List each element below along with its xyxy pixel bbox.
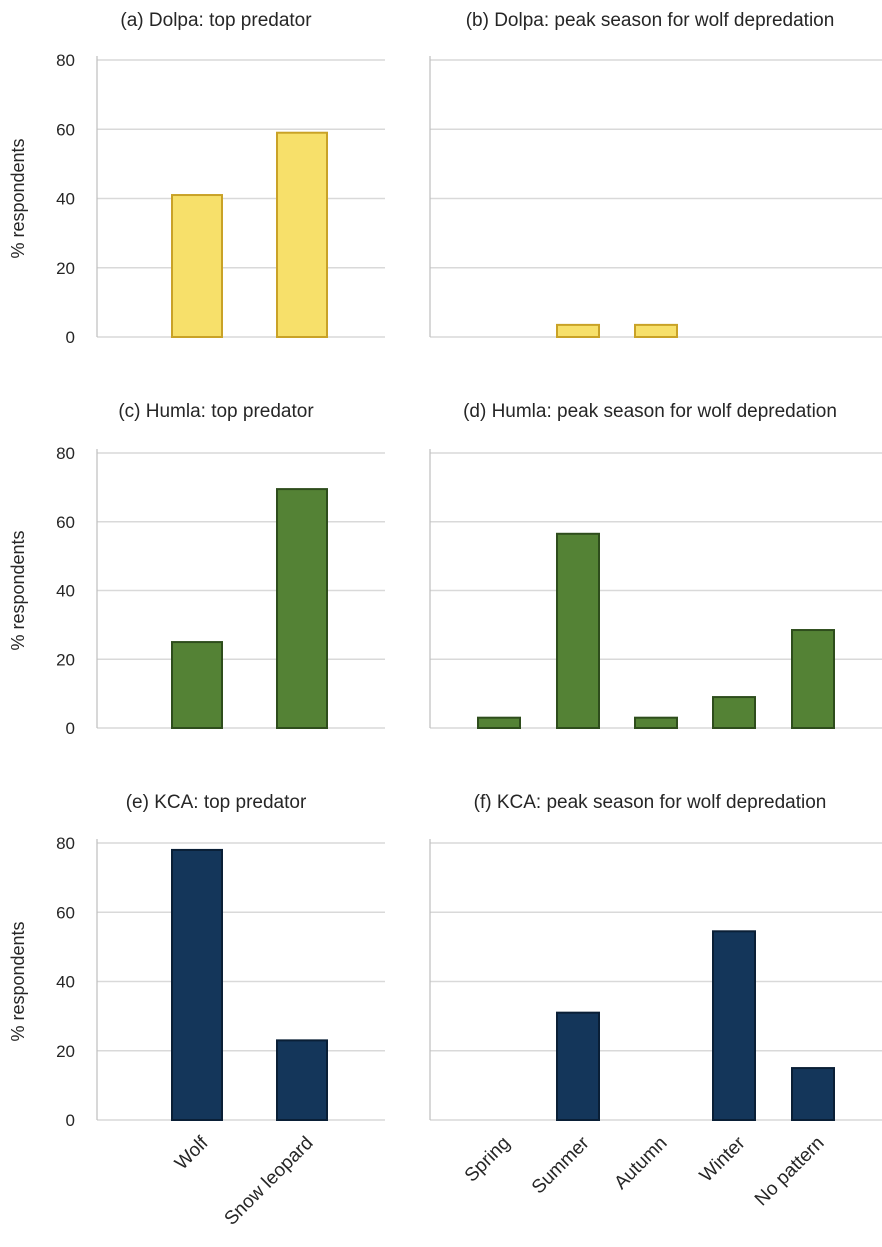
bar-snow-leopard <box>276 1039 328 1122</box>
y-tick-label: 40 <box>56 582 75 601</box>
y-tick-label: 20 <box>56 1042 75 1061</box>
bar-winter <box>712 696 756 729</box>
bar-no-pattern <box>791 1067 835 1121</box>
bar-wolf <box>171 848 223 1121</box>
chart-panel: (e) KCA: top predator 0 20 40 60 80 % responde… <box>8 792 385 1230</box>
bar-summer <box>556 1011 600 1121</box>
bar-summer <box>556 323 600 339</box>
bar-snow-leopard <box>276 488 328 729</box>
y-tick-label: 40 <box>56 973 75 992</box>
y-tick-label: 0 <box>66 328 75 347</box>
y-axis-label: % respondents <box>8 530 28 650</box>
y-tick-label: 20 <box>56 650 75 669</box>
panel-title: (d) Humla: peak season for wolf depredat… <box>463 401 837 422</box>
panel-title: (f) KCA: peak season for wolf depredatio… <box>474 792 827 813</box>
bar-snow-leopard <box>276 131 328 338</box>
x-tick-label: Spring <box>461 1133 515 1187</box>
y-tick-label: 60 <box>56 513 75 532</box>
y-axis-label: % respondents <box>8 921 28 1041</box>
y-tick-label: 40 <box>56 190 75 209</box>
bar-winter <box>712 930 756 1122</box>
bar-autumn <box>634 716 678 729</box>
y-tick-label: 80 <box>56 834 75 853</box>
y-axis-label: % respondents <box>8 138 28 258</box>
chart-panel: (f) KCA: peak season for wolf depredatio… <box>429 792 882 1211</box>
bar-no-pattern <box>791 629 835 729</box>
chart-panel: (a) Dolpa: top predator 0 20 40 60 80 % respon… <box>8 10 385 347</box>
bar-summer <box>556 532 600 729</box>
chart-panel: (b) Dolpa: peak season for wolf depredat… <box>429 10 882 339</box>
y-tick-label: 80 <box>56 444 75 463</box>
panel-title: (b) Dolpa: peak season for wolf depredat… <box>466 10 835 31</box>
y-tick-label: 80 <box>56 51 75 70</box>
panel-title: (e) KCA: top predator <box>126 792 307 813</box>
bar-spring <box>477 716 521 729</box>
bar-autumn <box>634 323 678 339</box>
x-tick-label: Wolf <box>171 1132 213 1174</box>
x-tick-label: Snow leopard <box>221 1133 318 1230</box>
y-tick-label: 0 <box>66 1111 75 1130</box>
x-tick-label: Winter <box>696 1132 750 1186</box>
x-tick-label: Summer <box>528 1132 594 1198</box>
x-tick-label: No pattern <box>751 1133 829 1211</box>
y-tick-label: 60 <box>56 120 75 139</box>
panel-title: (c) Humla: top predator <box>118 401 314 422</box>
x-tick-label: Autumn <box>610 1133 671 1194</box>
chart-panel: (d) Humla: peak season for wolf depredat… <box>429 401 882 729</box>
y-tick-label: 0 <box>66 719 75 738</box>
bar-wolf <box>171 641 223 729</box>
y-tick-label: 60 <box>56 903 75 922</box>
chart-panel: (c) Humla: top predator 0 20 40 60 80 % respon… <box>8 401 385 738</box>
bar-wolf <box>171 194 223 338</box>
y-tick-label: 20 <box>56 259 75 278</box>
panel-title: (a) Dolpa: top predator <box>120 10 312 31</box>
